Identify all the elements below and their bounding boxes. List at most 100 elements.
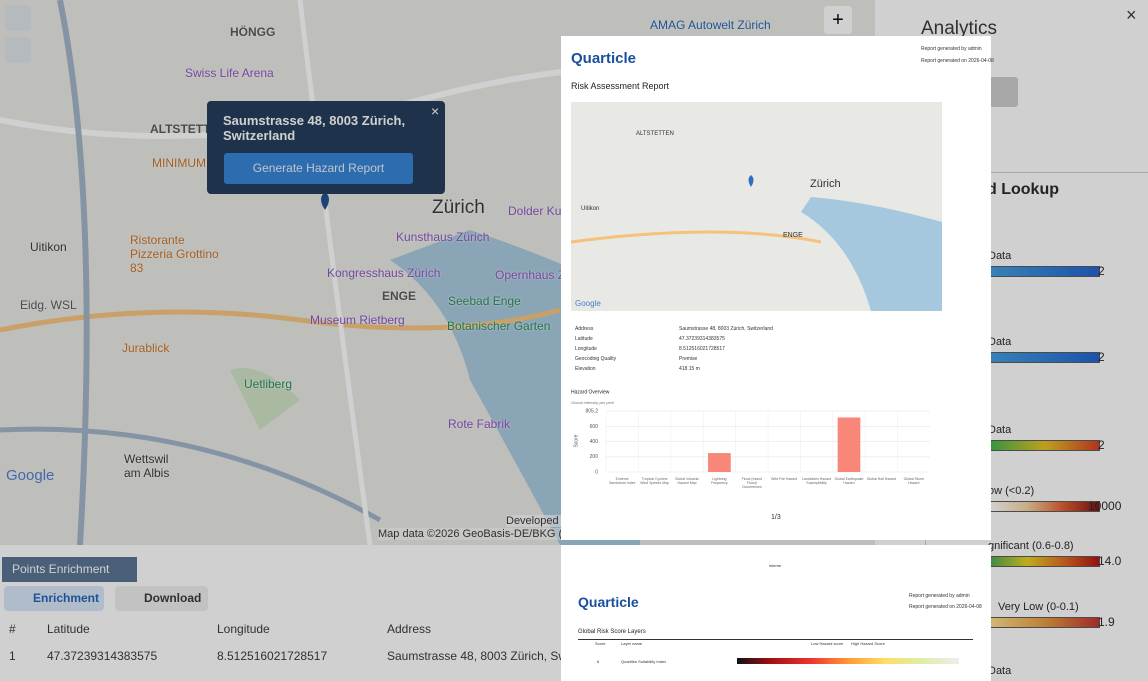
x-tick-label: Global Storm Hazard	[903, 477, 925, 485]
y-tick-label: 200	[590, 454, 599, 460]
report-map	[571, 102, 942, 311]
generated-by: Report generated by admin	[909, 593, 970, 599]
map-label: AMAG Autowelt Zürich	[650, 18, 771, 32]
developed-by: Developed by	[506, 515, 574, 527]
close[interactable]: ×	[1126, 5, 1137, 25]
column-header: Low Hazard score	[811, 641, 844, 646]
cell: 47.37239314383575	[47, 649, 158, 663]
map-label: Uitikon	[30, 240, 67, 254]
map-label: Jurablick	[122, 341, 170, 355]
row-label: Data	[988, 250, 1012, 262]
row-value: 14.0	[1098, 554, 1122, 568]
map-tool[interactable]	[5, 37, 31, 63]
detail-value: Saumstrasse 48, 8003 Zürich, Switzerland	[679, 326, 773, 332]
tab[interactable]: Points Enrichment	[2, 557, 137, 582]
section-title: Global Risk Score Layers	[578, 629, 646, 635]
map-label: Dolder Kun	[508, 204, 569, 218]
cell: 8.512516021728517	[217, 649, 328, 663]
popup-close[interactable]: ×	[431, 103, 440, 119]
map-label: Zürich	[432, 197, 485, 218]
page-number: 1/3	[771, 514, 781, 521]
column-header: Address	[387, 622, 432, 636]
rule	[578, 639, 973, 640]
column-header: Latitude	[47, 622, 90, 636]
report-title: Risk Assessment Report	[571, 81, 670, 91]
x-tick-label: Global Volcanic Hazard Map	[674, 477, 700, 485]
x-tick-label: Lightning Frequency	[711, 477, 728, 485]
map-label: Seebad Enge	[448, 294, 521, 308]
map-label: ALTSTETTEN	[636, 131, 674, 137]
generated-on: Report generated on 2026-04-08	[921, 58, 994, 64]
row-label: ow (<0.2)	[988, 485, 1035, 497]
popup: Saumstrasse 48, 8003 Zürich, Switzerland…	[207, 101, 445, 194]
row-value: 2	[1098, 350, 1105, 364]
x-tick-label: Global Hail Hazard	[866, 477, 897, 481]
row-label: Data	[988, 336, 1012, 348]
x-tick-label: Extreme Sandstorm Index	[608, 477, 636, 485]
bar	[837, 417, 861, 472]
cell: 6	[597, 659, 600, 664]
y-tick-label: 400	[590, 439, 599, 445]
y-tick-label: 600	[590, 424, 599, 430]
y-axis-label: Score	[573, 434, 579, 447]
column-header: Score	[595, 641, 606, 646]
map-label: Kongresshaus Zürich	[327, 266, 441, 280]
y-tick-label: 0	[595, 469, 598, 475]
chart-subtitle: Global intensity per peril	[571, 400, 614, 405]
map-tool[interactable]	[5, 5, 31, 31]
map-label: Eidg. WSL	[20, 298, 77, 312]
map-label: Ristorante Pizzeria Grottino 83	[130, 233, 219, 275]
google-logo: Google	[6, 467, 55, 484]
zoom-in[interactable]: +	[824, 6, 852, 34]
hazard-chart: Hazard Overview Global intensity per peri…	[571, 389, 930, 475]
map-label: ENGE	[382, 289, 417, 303]
row-label: gnificant (0.6-0.8)	[988, 540, 1074, 552]
row-value: 2	[1098, 438, 1105, 452]
detail-value: 47.37239314383575	[679, 336, 725, 342]
generate-button[interactable]: Generate Hazard Report	[224, 153, 413, 184]
map-label: HÖNGG	[230, 25, 276, 39]
column-header: Longitude	[217, 622, 270, 636]
column-header: Layer name	[621, 641, 643, 646]
row-label: Very Low (0-0.1)	[998, 601, 1079, 613]
bar	[708, 453, 731, 472]
row-label: Data	[988, 665, 1012, 677]
detail-value: Premise	[679, 356, 698, 362]
detail-value: 8.512516021728517	[679, 346, 725, 352]
map-label: Zürich	[810, 178, 841, 190]
generated-on: Report generated on 2026-04-08	[909, 604, 982, 610]
logo: Quarticle	[578, 594, 639, 610]
row-value: 1.9	[1098, 615, 1115, 629]
detail-value: 418.15 m	[679, 366, 700, 372]
enrichment-button[interactable]: Enrichment	[4, 586, 104, 611]
row-value: 10000	[1088, 499, 1122, 513]
map-label: Kunsthaus Zürich	[396, 230, 490, 244]
map-label: Rote Fabrik	[448, 417, 511, 431]
chart-title: Hazard Overview	[571, 389, 610, 395]
cell: Saumstrasse 48, 8003 Zürich, Swit	[387, 649, 574, 663]
detail-label: Latitude	[575, 336, 593, 342]
section-title: d Lookup	[987, 181, 1059, 198]
detail-label: Elevation	[575, 366, 596, 372]
logo: Quarticle	[571, 50, 637, 67]
detail-label: Longitude	[575, 346, 597, 352]
cell: 1	[9, 649, 16, 663]
map-label: Wettswil am Albis	[124, 452, 170, 480]
row-value: 2	[1098, 264, 1105, 278]
generated-by: Report generated by admin	[921, 46, 982, 52]
x-tick-label: Tropical Cyclone Wind Speeds Map	[640, 477, 669, 485]
report-page: interne Quarticle Report generated by ad…	[561, 545, 991, 681]
map-label: Botanischer Garten	[447, 319, 551, 333]
x-tick-label: Global Earthquake Hazard	[834, 477, 864, 485]
map-label: ENGE	[783, 232, 803, 239]
y-tick-label: 805.2	[585, 408, 598, 414]
map-label: Uitikon	[581, 206, 600, 212]
attribution: Map data ©2026 GeoBasis-DE/BKG (	[378, 528, 563, 540]
x-tick-label: Landslides Hazard Susceptibility	[802, 477, 832, 485]
x-tick-label: Flood (Inland Flood) Occurrences	[741, 477, 763, 489]
row-label: Data	[988, 424, 1012, 436]
download-button[interactable]: Download	[115, 586, 208, 611]
color-bar	[737, 658, 959, 664]
column-header: #	[9, 622, 16, 636]
